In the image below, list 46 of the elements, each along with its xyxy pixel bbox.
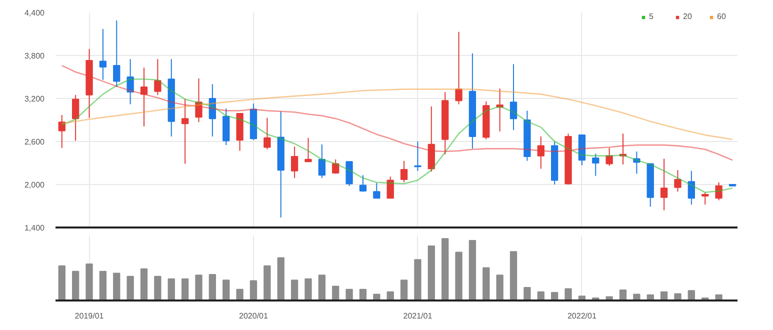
- candlestick: [195, 78, 202, 123]
- candlestick: [58, 114, 66, 148]
- x-tick-label: 2022/01: [567, 312, 597, 320]
- candlestick: [455, 31, 462, 105]
- y-tick-label: 2,000: [24, 180, 46, 190]
- y-tick-label: 2,600: [24, 138, 46, 146]
- candlestick: [633, 151, 640, 174]
- candlestick: [181, 98, 189, 164]
- candlestick: [99, 28, 107, 80]
- x-tick-label: 2020/01: [239, 312, 268, 320]
- legend-label: 60: [717, 12, 727, 21]
- candlestick: [414, 141, 422, 172]
- candlestick: [496, 88, 504, 132]
- candlestick: [688, 170, 696, 206]
- candlestick: [510, 64, 518, 131]
- y-tick-label: 3,200: [24, 94, 46, 104]
- candlestick: [606, 147, 613, 166]
- candlestick: [208, 84, 216, 137]
- candlestick: [386, 176, 394, 199]
- candlestick: [674, 170, 682, 192]
- candlestick: [359, 174, 367, 192]
- y-tick-label: 1,400: [24, 224, 46, 232]
- candlestick: [332, 158, 340, 174]
- candlestick: [619, 133, 627, 165]
- x-tick-label: 2021/01: [403, 312, 433, 320]
- candlestick: [715, 182, 722, 201]
- candlestick: [72, 94, 80, 142]
- candlestick: [537, 136, 544, 170]
- legend-label: 5: [649, 12, 654, 21]
- y-tick-label: 4,400: [24, 8, 46, 18]
- candlestick: [318, 144, 326, 179]
- legend-label: 20: [683, 12, 693, 21]
- candlestick: [400, 160, 408, 183]
- candlestick: [290, 146, 298, 179]
- candlestick: [304, 137, 312, 162]
- candlestick: [140, 67, 148, 127]
- candlestick: [660, 158, 668, 211]
- candlestick: [264, 117, 271, 150]
- candlestick: [702, 192, 709, 206]
- candlestick: [113, 20, 120, 88]
- candlestick: [373, 182, 380, 199]
- y-tick-label: 3,800: [24, 52, 46, 60]
- candlestick: [154, 58, 162, 96]
- candlestick: [126, 58, 134, 105]
- candlestick: [592, 153, 600, 176]
- x-tick-label: 2019/01: [74, 312, 104, 320]
